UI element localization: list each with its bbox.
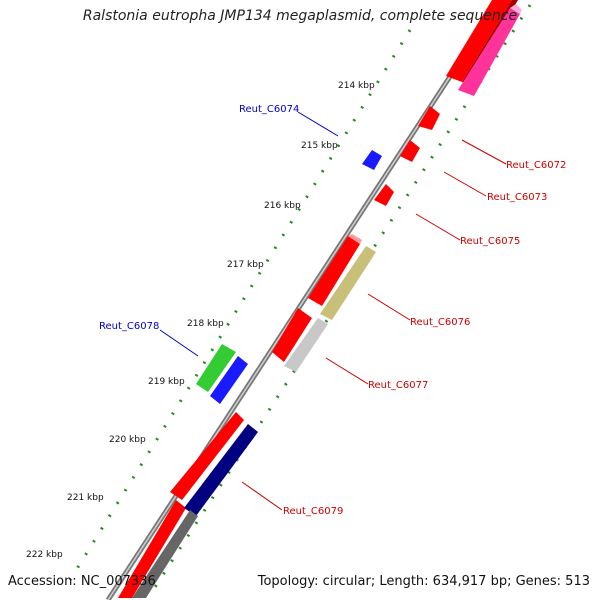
gene-labels: Reut_C6072 Reut_C6073 Reut_C6074 Reut_C6…: [99, 104, 566, 517]
gene-feature: [284, 318, 328, 372]
tick-label: 220 kbp: [109, 435, 146, 445]
gene-label: Reut_C6075: [460, 236, 520, 247]
gene-feature: [132, 510, 198, 598]
gene-feature: [446, 0, 512, 82]
gene-label: Reut_C6077: [368, 380, 428, 391]
tick-label: 215 kbp: [301, 141, 338, 151]
map-title: Ralstonia eutropha JMP134 megaplasmid, c…: [82, 8, 518, 24]
tick-label: 222 kbp: [26, 550, 63, 560]
gene-feature: [210, 356, 248, 404]
tick-labels: 214 kbp 215 kbp 216 kbp 217 kbp 218 kbp …: [26, 81, 375, 560]
topology-text: Topology: circular; Length: 634,917 bp; …: [257, 574, 590, 589]
gene-feature: [320, 246, 376, 320]
gene-feature: [272, 308, 312, 362]
tick-label: 214 kbp: [338, 81, 375, 91]
gene-label: Reut_C6072: [506, 160, 566, 171]
gene-label: Reut_C6074: [239, 104, 299, 115]
gene-features: [118, 0, 522, 598]
tick-label: 219 kbp: [148, 377, 185, 387]
gene-label: Reut_C6078: [99, 321, 159, 332]
tick-label: 217 kbp: [227, 260, 264, 270]
gene-label: Reut_C6079: [283, 506, 343, 517]
gene-feature: [170, 412, 244, 500]
tick-label: 216 kbp: [264, 201, 301, 211]
gene-feature: [308, 236, 360, 306]
gene-feature: [196, 344, 236, 392]
accession-text: Accession: NC_007336: [8, 574, 156, 589]
gene-feature: [374, 184, 394, 206]
gene-label: Reut_C6073: [487, 192, 547, 203]
gene-feature: [118, 500, 186, 598]
gene-label: Reut_C6076: [410, 317, 470, 328]
backbone-highlight: [107, 0, 501, 600]
gene-feature: [418, 106, 440, 130]
tick-label: 218 kbp: [187, 319, 224, 329]
tick-label: 221 kbp: [67, 493, 104, 503]
gene-feature: [184, 424, 258, 516]
label-connectors: [159, 111, 507, 511]
gene-feature: [458, 8, 520, 96]
gene-feature: [400, 140, 420, 162]
gene-feature: [362, 150, 382, 170]
